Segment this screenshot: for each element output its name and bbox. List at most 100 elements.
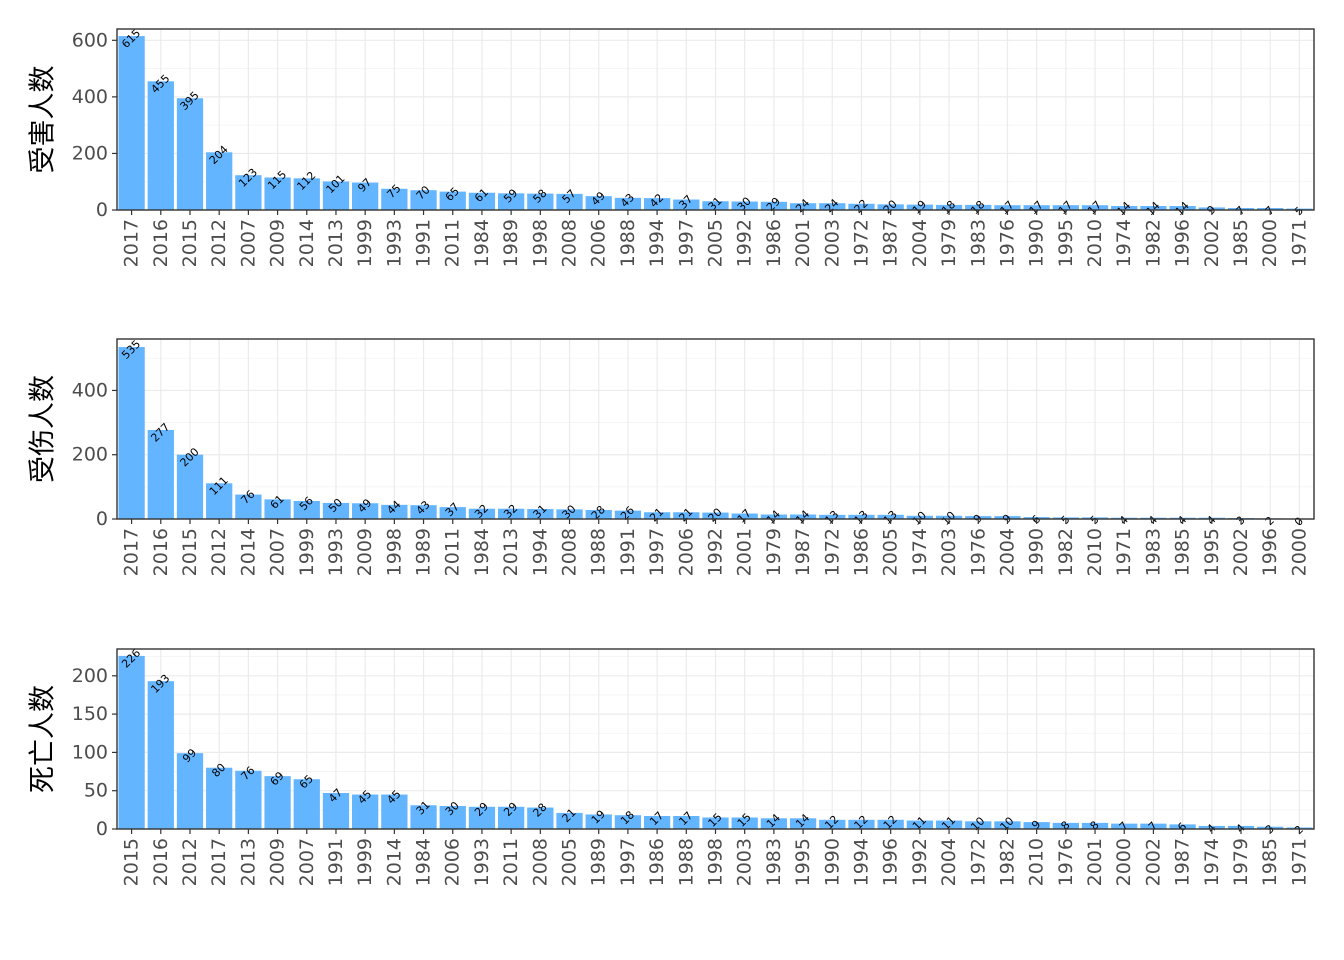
bar <box>1023 517 1050 519</box>
bar <box>147 429 174 519</box>
bar <box>264 177 291 210</box>
x-tick-label: 2014 <box>237 528 259 576</box>
bar <box>410 505 437 519</box>
bar <box>1257 826 1284 829</box>
bar <box>731 513 758 519</box>
x-tick-label: 2003 <box>734 838 756 886</box>
x-tick-label: 2014 <box>296 219 318 267</box>
x-tick-label: 2001 <box>1084 838 1106 886</box>
bar <box>1169 206 1196 210</box>
x-tick-label: 2015 <box>179 528 201 576</box>
bar <box>1140 823 1167 829</box>
bar <box>235 770 262 829</box>
bar <box>439 507 466 519</box>
x-tick-label: 1985 <box>1259 838 1281 886</box>
bar <box>673 512 700 519</box>
x-tick-label: 2013 <box>500 528 522 576</box>
x-tick-label: 2011 <box>442 528 464 576</box>
bar <box>410 190 437 210</box>
bar <box>760 514 788 519</box>
bar <box>1140 206 1167 210</box>
bar <box>1052 517 1079 519</box>
x-tick-label: 1999 <box>354 219 376 267</box>
x-tick-label: 1976 <box>996 219 1018 267</box>
x-tick-label: 1993 <box>471 838 493 886</box>
bar <box>673 199 700 210</box>
x-tick-label: 1972 <box>850 219 872 267</box>
x-tick-label: 1987 <box>1172 838 1194 886</box>
x-tick-label: 2006 <box>442 838 464 886</box>
x-tick-label: 2012 <box>208 219 230 267</box>
bar <box>468 192 496 210</box>
bar <box>293 501 320 519</box>
bar <box>1052 205 1079 210</box>
bar <box>235 494 262 519</box>
x-tick-label: 1985 <box>1230 219 1252 267</box>
bar <box>322 502 350 519</box>
bar <box>1052 822 1079 829</box>
x-tick-label: 1993 <box>325 528 347 576</box>
bar <box>1081 517 1109 519</box>
x-tick-label: 1988 <box>588 528 610 576</box>
x-tick-label: 1988 <box>675 838 697 886</box>
x-tick-label: 1976 <box>1055 838 1077 886</box>
x-tick-label: 1979 <box>763 528 785 576</box>
bar <box>352 182 379 210</box>
x-tick-label: 1982 <box>1142 219 1164 267</box>
x-tick-label: 1997 <box>617 838 639 886</box>
y-tick-label: 200 <box>72 444 108 466</box>
x-tick-label: 2012 <box>179 838 201 886</box>
y-axis-title: 死亡人数 <box>28 685 59 793</box>
bar <box>1023 205 1050 210</box>
x-tick-label: 2014 <box>383 838 405 886</box>
x-tick-label: 1979 <box>938 219 960 267</box>
x-tick-label: 1974 <box>909 528 931 576</box>
x-tick-label: 1974 <box>1201 838 1223 886</box>
y-tick-label: 100 <box>72 741 108 763</box>
bar <box>1111 206 1138 210</box>
bar <box>293 178 320 210</box>
y-tick-label: 0 <box>96 508 108 530</box>
x-tick-label: 1988 <box>617 219 639 267</box>
x-tick-label: 2001 <box>792 219 814 267</box>
bar <box>497 508 525 519</box>
bar <box>147 681 174 829</box>
bar <box>206 483 233 519</box>
bar <box>789 514 817 519</box>
x-tick-label: 2013 <box>237 838 259 886</box>
y-tick-label: 600 <box>72 29 108 51</box>
bar <box>556 509 583 519</box>
bar <box>1169 824 1196 829</box>
x-tick-label: 1996 <box>1172 219 1194 267</box>
y-tick-label: 0 <box>96 199 108 221</box>
x-tick-label: 2004 <box>909 219 931 267</box>
x-tick-label: 1990 <box>1026 528 1048 576</box>
x-tick-label: 1999 <box>354 838 376 886</box>
bar <box>556 193 583 210</box>
bar <box>235 175 262 210</box>
x-tick-label: 2004 <box>996 528 1018 576</box>
x-tick-label: 2005 <box>880 528 902 576</box>
y-tick-label: 400 <box>72 86 108 108</box>
x-tick-label: 1992 <box>705 528 727 576</box>
bar <box>206 767 233 829</box>
bar <box>147 81 174 210</box>
bar <box>906 204 934 210</box>
bar <box>439 806 466 829</box>
x-tick-label: 2011 <box>500 838 522 886</box>
bar <box>381 188 408 210</box>
x-tick-label: 1986 <box>646 838 668 886</box>
x-tick-label: 2012 <box>208 528 230 576</box>
bar <box>614 510 642 519</box>
bar <box>264 776 291 829</box>
x-tick-label: 2015 <box>179 219 201 267</box>
x-tick-label: 2008 <box>559 528 581 576</box>
bar <box>819 819 846 829</box>
bar <box>760 201 788 210</box>
x-tick-label: 1984 <box>471 219 493 267</box>
bar <box>848 203 875 210</box>
bar <box>352 503 379 519</box>
x-tick-label: 1971 <box>1288 838 1310 886</box>
bar <box>935 820 963 829</box>
